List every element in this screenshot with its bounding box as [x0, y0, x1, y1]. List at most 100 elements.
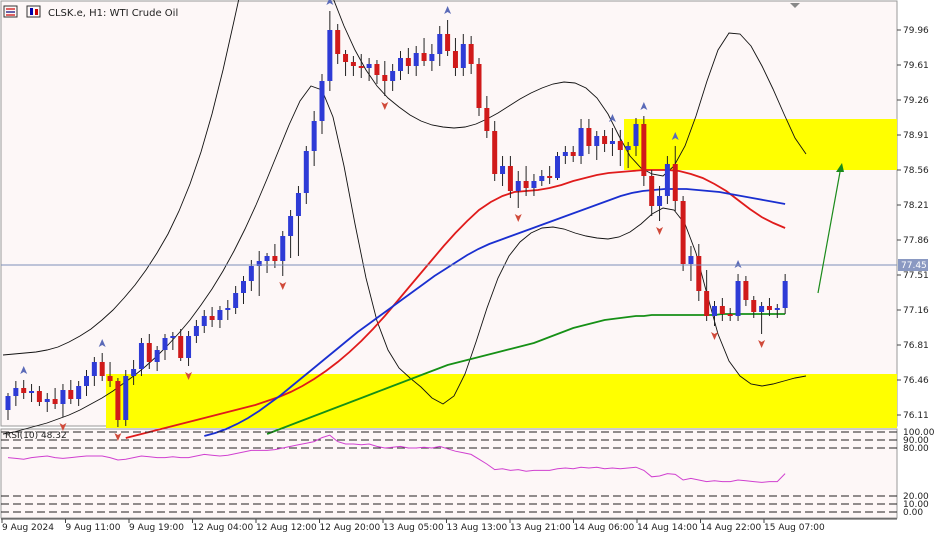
candle-body — [413, 53, 419, 66]
chart-title: CLSK.e, H1: WTI Crude Oil — [48, 8, 178, 19]
time-tick-label: 12 Aug 20:00 — [320, 523, 381, 533]
projection-arrow[interactable] — [817, 163, 844, 294]
candle-body — [374, 64, 380, 75]
rsi-indicator — [1, 431, 897, 513]
candle-body — [680, 201, 686, 264]
candle-body — [303, 151, 309, 193]
rsi-tick-label: 0.00 — [903, 508, 923, 518]
fractal-down-arrow — [758, 340, 766, 348]
candle-body — [193, 326, 199, 336]
projection-arrow-head — [836, 163, 844, 172]
fractal-up-arrow — [20, 366, 28, 374]
candle-body — [782, 281, 788, 308]
fractal-up-arrow — [608, 114, 616, 122]
candle-chart-icon-body-1 — [30, 8, 33, 15]
candle-body — [735, 281, 741, 316]
candle-body — [751, 300, 757, 312]
candle-body — [107, 376, 113, 381]
candle-body — [319, 81, 325, 121]
candle-body — [343, 54, 349, 62]
time-tick-label: 14 Aug 14:00 — [637, 523, 698, 533]
fractal-down-arrow — [514, 214, 522, 222]
time-tick-label: 9 Aug 11:00 — [66, 523, 121, 533]
candle-body — [452, 51, 458, 68]
candle-body — [625, 146, 631, 150]
candle-body — [272, 256, 278, 261]
candle-body — [84, 376, 89, 386]
fractal-signals — [20, 0, 766, 441]
candle-body — [44, 399, 50, 402]
rsi-tick-label: 20.00 — [903, 492, 929, 502]
candle-body — [476, 64, 482, 108]
candle-body — [672, 164, 678, 201]
candle-body — [225, 308, 231, 310]
rsi-tick-label: 10.00 — [903, 500, 929, 510]
candle-body — [547, 176, 553, 178]
fractal-up-arrow — [734, 260, 742, 268]
candle-body — [123, 376, 129, 420]
ma-green-line — [266, 313, 786, 435]
candle-body — [649, 176, 655, 206]
price-tick-label: 76.11 — [903, 411, 929, 421]
bar-chart-icon[interactable] — [3, 5, 18, 18]
candle-body — [178, 336, 184, 358]
candle-body — [696, 256, 702, 291]
candle-body — [633, 124, 639, 146]
candle-body — [36, 391, 42, 402]
bb-upper-line — [2, 0, 807, 356]
candle-body — [233, 293, 239, 308]
candle-body — [131, 369, 137, 376]
price-tick-label: 76.81 — [903, 341, 929, 351]
candle-body — [60, 390, 66, 404]
candle-body — [29, 391, 35, 393]
price-tick-label: 77.51 — [903, 271, 929, 281]
candle-body — [335, 30, 341, 54]
ma-blue-line — [204, 188, 786, 437]
candle-body — [445, 34, 451, 51]
rsi-tick-label: 80.00 — [903, 444, 929, 454]
time-tick-label: 12 Aug 12:00 — [256, 523, 317, 533]
candle-body — [555, 156, 560, 178]
last-price-tag: 77.45 — [898, 259, 928, 271]
fractal-down-arrow — [381, 102, 389, 110]
candle-body — [617, 141, 623, 150]
candle-body — [515, 181, 521, 191]
candle-body — [437, 34, 443, 54]
price-tick-label: 79.61 — [903, 61, 929, 71]
zone-1 — [624, 119, 897, 170]
candle-body — [484, 108, 490, 131]
candle-chart-icon[interactable] — [26, 5, 41, 18]
candle-body — [76, 386, 82, 399]
price-axis: 79.96 79.61 79.26 78.91 78.56 78.21 77.86 77.51… — [897, 26, 929, 421]
time-tick-label: 14 Aug 22:00 — [701, 523, 762, 533]
candle-body — [248, 266, 254, 281]
fractal-up-arrow — [444, 6, 452, 14]
shift-marker-icon[interactable] — [790, 3, 800, 8]
candle-body — [217, 310, 223, 320]
candle-body — [264, 256, 270, 261]
price-tick-label: 78.21 — [903, 201, 929, 211]
candle-body — [311, 121, 317, 151]
last-price-label: 77.45 — [901, 261, 927, 271]
time-tick-label: 13 Aug 05:00 — [383, 523, 444, 533]
candle-body — [154, 350, 160, 362]
candle-body — [468, 44, 474, 64]
fractal-up-arrow — [671, 132, 679, 140]
candle-body — [209, 316, 215, 320]
candle-body — [719, 306, 725, 314]
price-panel — [0, 0, 898, 427]
candle-body — [201, 316, 207, 326]
fractal-up-arrow — [640, 102, 648, 110]
price-tick-label: 78.91 — [903, 131, 929, 141]
rsi-panel — [0, 428, 898, 519]
candle-body — [727, 314, 733, 316]
time-tick-label: 14 Aug 06:00 — [574, 523, 635, 533]
candle-body — [280, 236, 286, 261]
bb-lower-line — [2, 85, 807, 435]
candle-body — [586, 128, 592, 146]
candle-body — [688, 256, 694, 264]
candle-body — [704, 291, 710, 316]
